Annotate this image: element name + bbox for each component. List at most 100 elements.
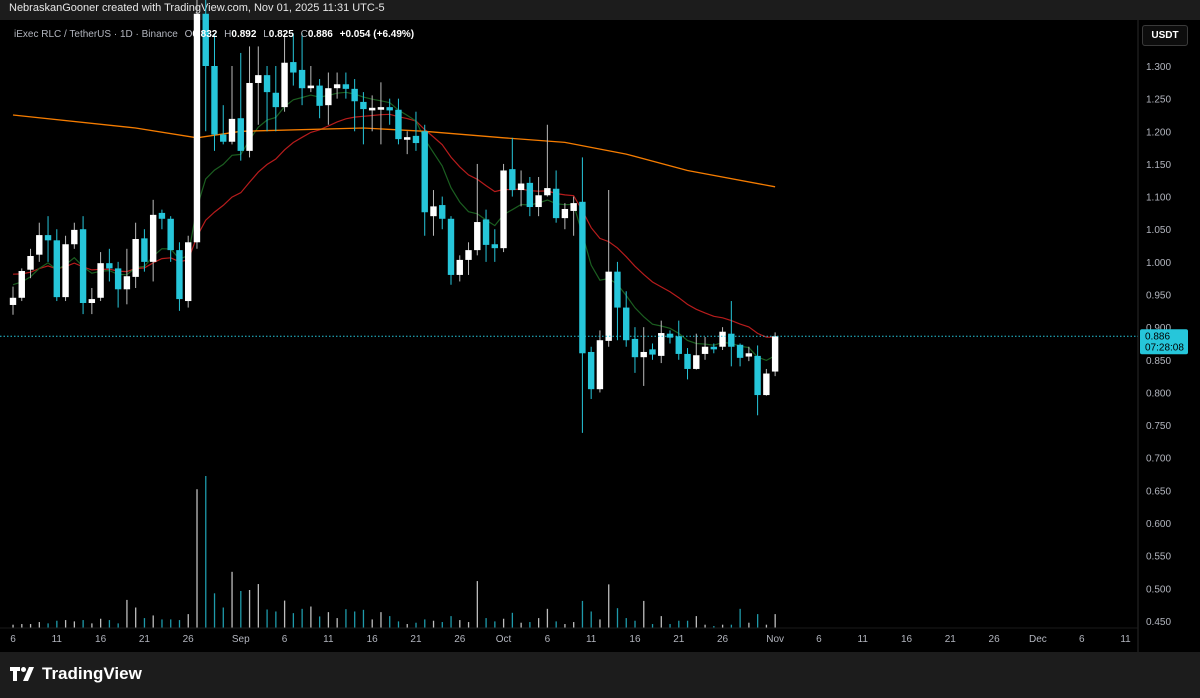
- candle-body: [482, 219, 490, 245]
- volume-bar: [494, 621, 496, 628]
- price-axis[interactable]: 1.300 1.250 1.200 1.150 1.100 1.050 1.000 0.950…: [1146, 62, 1171, 628]
- price-tick: 0.750: [1146, 421, 1171, 432]
- candle-body: [36, 235, 43, 255]
- candle: [44, 216, 52, 262]
- candle: [176, 242, 183, 311]
- candle-body: [114, 268, 122, 290]
- candle-body: [456, 259, 463, 275]
- symbol-legend: iExec RLC / TetherUS · 1D · Binance O0.8…: [14, 29, 414, 40]
- volume-bar: [713, 626, 715, 628]
- volume-bar: [371, 619, 373, 628]
- volume-bar: [397, 621, 400, 628]
- candle-body: [290, 62, 297, 73]
- candle-body: [693, 355, 700, 369]
- candle-body: [176, 250, 183, 300]
- volume-bar: [721, 624, 724, 628]
- price-tick: 0.950: [1146, 291, 1171, 302]
- candle: [263, 66, 271, 132]
- candle-body: [701, 346, 709, 354]
- candle: [360, 92, 367, 145]
- candle: [701, 336, 709, 360]
- time-tick: 11: [586, 634, 597, 645]
- high-label: H: [224, 29, 232, 40]
- candle: [281, 33, 288, 112]
- volume-bar: [283, 600, 286, 628]
- volume-bar: [275, 611, 277, 628]
- price-tick: 1.050: [1146, 225, 1171, 236]
- volume-bar: [82, 620, 84, 628]
- candle-body: [526, 182, 534, 208]
- candle: [745, 346, 753, 362]
- candle: [298, 33, 306, 106]
- price-tick: 1.100: [1146, 193, 1171, 204]
- volume-bar: [64, 620, 67, 628]
- time-tick: 11: [858, 634, 869, 645]
- candle-body: [79, 229, 87, 304]
- candle-body: [535, 195, 542, 208]
- price-tick: 1.000: [1146, 258, 1171, 269]
- candle-body: [211, 66, 218, 135]
- candle: [579, 157, 586, 433]
- price-tick: 0.700: [1146, 454, 1171, 465]
- volume-bar: [739, 608, 741, 628]
- candle: [18, 268, 25, 302]
- volume-bar: [108, 620, 111, 628]
- candle-body: [255, 75, 262, 83]
- candle-body: [666, 333, 674, 338]
- candle: [736, 343, 744, 367]
- volume-bar: [240, 590, 242, 628]
- candle-body: [281, 62, 288, 108]
- time-tick: 26: [717, 634, 729, 645]
- currency-unit-button[interactable]: USDT: [1142, 25, 1188, 46]
- candle-body: [465, 250, 472, 260]
- volume-bar: [301, 608, 303, 628]
- candle-body: [684, 353, 691, 369]
- candle: [404, 131, 411, 155]
- candle-body: [149, 214, 157, 262]
- candle: [430, 190, 437, 236]
- candle: [255, 46, 262, 125]
- volume-bar: [634, 620, 636, 628]
- candle: [710, 343, 717, 354]
- price-tick: 0.800: [1146, 388, 1171, 399]
- candle: [456, 255, 463, 282]
- volume-bars: [12, 476, 776, 628]
- time-tick: 21: [410, 634, 422, 645]
- candle: [237, 52, 244, 161]
- candle-body: [228, 118, 236, 142]
- price-tick: 0.500: [1146, 584, 1171, 595]
- candle-body: [491, 244, 498, 249]
- volume-bar: [222, 607, 224, 628]
- candle: [587, 346, 595, 399]
- volume-bar: [573, 622, 575, 628]
- candle-body: [763, 373, 770, 396]
- tradingview-logo[interactable]: TradingView: [10, 664, 142, 684]
- candle: [658, 320, 665, 364]
- candle: [158, 209, 166, 230]
- volume-bar: [29, 624, 32, 628]
- time-axis[interactable]: 6 11 16 21 26 Sep 6 11 16 21 26 Oct 6 11 16 21 26 Nov 6 11 1…: [10, 634, 1131, 645]
- candle-body: [649, 349, 656, 355]
- candle: [88, 287, 96, 315]
- candle-body: [631, 338, 639, 358]
- last-price-value: 0.886: [1145, 331, 1170, 342]
- volume-bar: [450, 616, 452, 628]
- candle-body: [298, 69, 306, 89]
- time-tick: 16: [901, 634, 913, 645]
- volume-bar: [546, 608, 549, 628]
- price-tick: 1.250: [1146, 95, 1171, 106]
- candle-body: [71, 229, 78, 245]
- volume-bar: [354, 611, 356, 628]
- volume-bar: [213, 593, 216, 628]
- price-chart[interactable]: 1.300 1.250 1.200 1.150 1.100 1.050 1.000 0.950…: [0, 0, 1200, 652]
- candle-body: [517, 183, 525, 191]
- volume-bar: [415, 622, 417, 628]
- candle: [167, 216, 174, 262]
- last-price-label: 0.886 07:28:08: [1140, 329, 1188, 355]
- candle-body: [500, 170, 507, 249]
- time-tick: 11: [323, 634, 334, 645]
- volume-bar: [520, 622, 522, 628]
- volume-bar: [248, 590, 251, 628]
- candle-body: [377, 107, 385, 110]
- volume-bar: [38, 622, 40, 628]
